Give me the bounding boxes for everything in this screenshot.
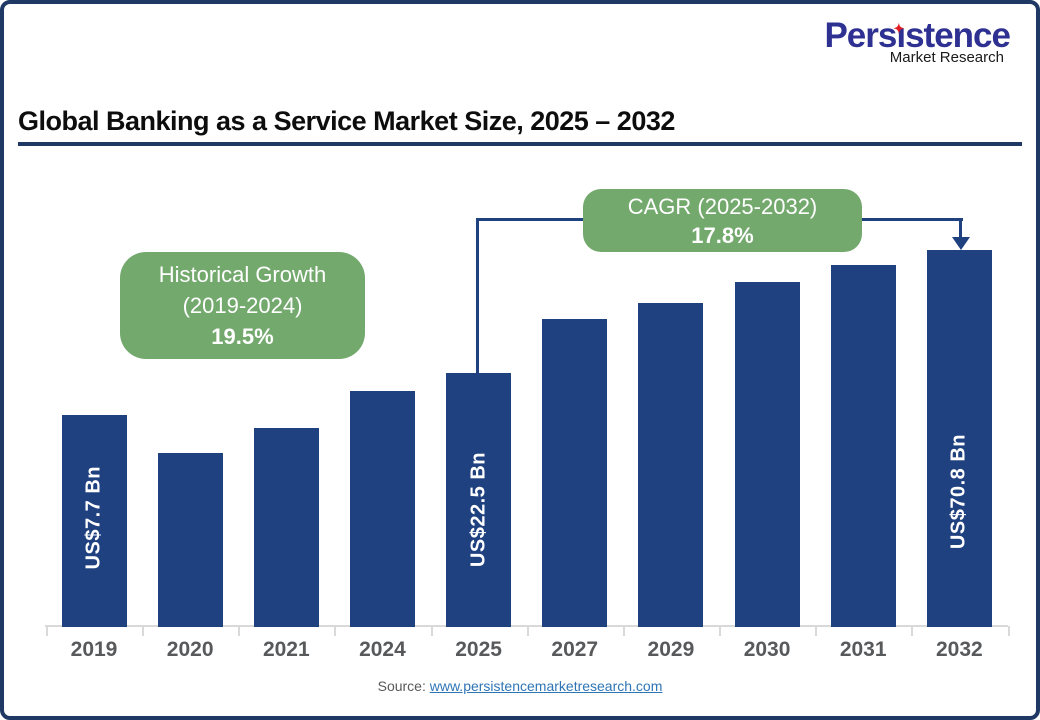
x-axis-tick bbox=[526, 626, 529, 636]
bar-value-label-2019: US$7.7 Bn bbox=[82, 465, 105, 569]
x-axis-label-2019: 2019 bbox=[70, 638, 118, 661]
cagr-value: 17.8% bbox=[691, 222, 754, 248]
brand-logo-wordmark: Persı ✦ stence bbox=[824, 18, 1011, 54]
logo-red-star-icon: ✦ bbox=[893, 21, 904, 36]
bar-value-label-2032: US$70.8 Bn bbox=[947, 433, 970, 549]
arrow-down-icon bbox=[952, 237, 970, 250]
x-axis-label-2032: 2032 bbox=[935, 638, 983, 661]
bar-2021 bbox=[253, 428, 319, 627]
historical-growth-line1: Historical Growth bbox=[158, 262, 327, 287]
x-axis-label-2024: 2024 bbox=[359, 638, 406, 661]
bar-2024 bbox=[349, 391, 415, 627]
x-axis-tick bbox=[334, 626, 337, 636]
x-axis-label-2021: 2021 bbox=[262, 638, 310, 661]
title-underline bbox=[18, 142, 1022, 146]
bar-2025: US$22.5 Bn bbox=[446, 373, 512, 627]
cagr-connector-right-segment bbox=[959, 218, 962, 239]
x-axis-line bbox=[45, 625, 1008, 627]
bar-2032: US$70.8 Bn bbox=[926, 250, 992, 627]
source-label: Source: bbox=[377, 678, 426, 694]
bar-value-label-2025: US$22.5 Bn bbox=[467, 451, 490, 567]
x-axis-tick bbox=[142, 626, 145, 636]
x-axis-tick bbox=[238, 626, 241, 636]
historical-growth-value: 19.5% bbox=[211, 324, 274, 349]
source-line: Source: www.persistencemarketresearch.co… bbox=[0, 678, 1040, 694]
x-axis-tick bbox=[1007, 626, 1010, 636]
x-axis-label-2029: 2029 bbox=[647, 638, 695, 661]
brand-logo: Persı ✦ stence Market Research bbox=[824, 18, 1011, 66]
cagr-callout: CAGR (2025-2032) 17.8% bbox=[583, 189, 862, 252]
bar-2020 bbox=[157, 453, 223, 627]
source-link[interactable]: www.persistencemarketresearch.com bbox=[429, 678, 663, 694]
bar-2029 bbox=[638, 303, 704, 627]
x-axis-tick bbox=[622, 626, 625, 636]
bar-2027 bbox=[542, 319, 608, 627]
historical-growth-callout: Historical Growth (2019-2024) 19.5% bbox=[120, 252, 365, 359]
x-axis-label-2027: 2027 bbox=[551, 638, 599, 661]
cagr-line1: CAGR (2025-2032) bbox=[627, 193, 818, 219]
x-axis-label-2031: 2031 bbox=[839, 638, 887, 661]
x-axis-label-2020: 2020 bbox=[166, 638, 214, 661]
x-axis-tick bbox=[719, 626, 722, 636]
x-axis-tick bbox=[911, 626, 914, 636]
brand-logo-subtitle: Market Research bbox=[889, 49, 1004, 66]
historical-growth-line2: (2019-2024) bbox=[182, 293, 303, 318]
cagr-connector-left-segment bbox=[476, 218, 479, 374]
x-axis-label-2030: 2030 bbox=[743, 638, 791, 661]
x-axis-tick bbox=[815, 626, 818, 636]
x-axis-label-2025: 2025 bbox=[455, 638, 502, 661]
chart-title: Global Banking as a Service Market Size,… bbox=[18, 106, 675, 136]
bar-2030 bbox=[734, 282, 800, 627]
x-axis-tick bbox=[430, 626, 433, 636]
bar-2031 bbox=[830, 265, 896, 627]
bar-2019: US$7.7 Bn bbox=[61, 415, 127, 627]
x-axis-tick bbox=[46, 626, 48, 636]
